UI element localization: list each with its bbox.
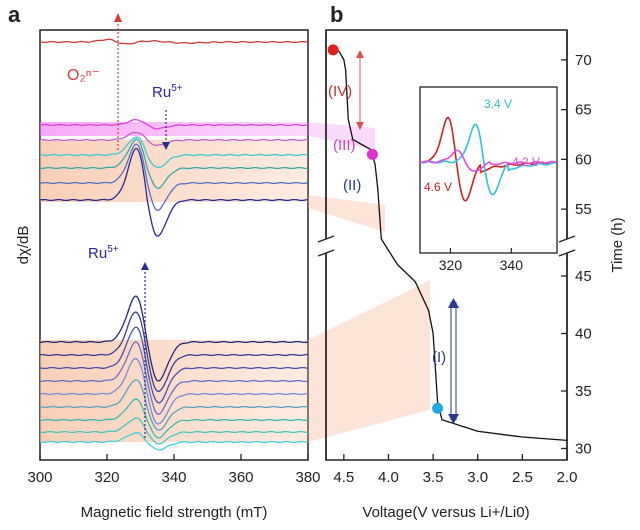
panel-a-traces (39, 38, 309, 451)
panel-b-markers (327, 44, 444, 414)
panel-b-x-tick-label-1: 4.0 (378, 469, 399, 486)
inset-x-tick-label-1: 340 (500, 257, 524, 273)
trace-bottom-4 (39, 358, 308, 425)
inset-legend-4-2v: 4.2 V (512, 155, 540, 169)
trace-bottom-2 (39, 326, 309, 404)
inset-traces (419, 116, 558, 202)
trace-bottom-7 (39, 417, 308, 445)
panel-b-label: b (330, 2, 343, 27)
trace-bottom-3 (40, 341, 309, 415)
panel-b-y-tick-label-2: 65 (575, 102, 592, 119)
inset-frame (419, 86, 558, 254)
panel-b-x-tick-label-4: 2.5 (512, 469, 533, 486)
region-ii-label: (II) (343, 177, 361, 194)
trace-bottom-0 (39, 295, 309, 382)
inset-legend-3-4v: 3.4 V (484, 97, 512, 111)
panel-b-y-tick-label-3: 70 (575, 52, 592, 69)
panel-b-y-tick-label-1: 60 (575, 151, 592, 168)
panel-b-x-tick-label-2: 3.5 (423, 469, 444, 486)
inset-trace-2 (419, 149, 558, 172)
region-i-arrowhead-bottom (448, 414, 459, 424)
region-iv-label: (IV) (328, 83, 352, 100)
panel-b-y-tick-label-7: 45 (575, 268, 592, 285)
region-iv-arrowhead-top (356, 50, 364, 58)
trace-middle-3 (40, 138, 308, 189)
panel-a-x-tick-label-2: 340 (161, 469, 186, 486)
trace-bottom-6 (40, 398, 309, 439)
superoxide-arrowhead (114, 13, 122, 22)
ru-lower-label: Ru5+ (88, 244, 119, 262)
panel-a-label: a (8, 2, 21, 27)
trace-middle-0 (39, 118, 309, 130)
trace-middle-2 (39, 136, 309, 168)
panel-a-x-tick-label-0: 300 (27, 469, 52, 486)
panel-a-y-axis-label: dχ/dB (15, 226, 32, 265)
region-iii-label: (III) (333, 137, 356, 154)
ru-upper-arrowhead (162, 142, 170, 150)
voltage-marker-2 (432, 402, 444, 414)
panel-a-x-axis-label: Magnetic field strength (mT) (81, 504, 268, 521)
panel-b-ticks: 4.5 4.0 3.5 3.0 2.5 2.0 55 60 65 70 30 35 40 45 (333, 52, 591, 486)
panel-b-voltage-curve (334, 49, 568, 442)
region-i-label: (I) (432, 349, 446, 366)
trace-bottom-5 (39, 379, 309, 431)
inset-trace-1 (419, 123, 558, 196)
panel-a-x-tick-label-1: 320 (94, 469, 119, 486)
ru-lower-arrowhead (141, 262, 149, 270)
trace-bottom-1 (39, 311, 308, 392)
band-peach-middle (40, 140, 308, 202)
inset-x-ticks: 320 340 (439, 248, 523, 273)
connector-upper (308, 195, 385, 232)
ru-upper-label: Ru5+ (152, 83, 183, 101)
trace-top-superoxide-0 (39, 38, 309, 45)
panel-b-y-tick-label-0: 55 (575, 201, 592, 218)
superoxide-label: O₂ⁿ⁻ (67, 67, 100, 84)
panel-b-x-tick-label-0: 4.5 (333, 469, 354, 486)
trace-bottom-8 (39, 432, 308, 451)
panel-a-x-tick-label-3: 360 (228, 469, 253, 486)
panel-a-x-tick-label-4: 380 (295, 469, 320, 486)
trace-middle-1 (39, 131, 308, 146)
voltage-marker-1 (366, 148, 378, 160)
region-iv-arrowhead-bottom (356, 122, 364, 130)
region-i-arrowhead-top (448, 298, 459, 308)
panel-b-y-axis-label: Time (h) (609, 217, 626, 272)
trace-middle-5 (39, 147, 309, 237)
inset-legend-4-6v: 4.6 V (424, 180, 452, 194)
panel-b-x-tick-label-3: 3.0 (467, 469, 488, 486)
voltage-marker-0 (327, 44, 339, 56)
panel-b-x-tick-label-5: 2.0 (557, 469, 578, 486)
panel-b-y-tick-label-4: 30 (575, 441, 592, 458)
panel-b-x-axis-label: Voltage(V versus Li+/Li0) (362, 504, 529, 521)
inset-trace-0 (419, 116, 557, 202)
panel-b-y-tick-label-6: 40 (575, 326, 592, 343)
connector-lower (308, 280, 430, 442)
inset-x-tick-label-0: 320 (439, 257, 463, 273)
panel-b-y-tick-label-5: 35 (575, 383, 592, 400)
trace-middle-4 (39, 143, 309, 211)
panel-a-x-ticks: 300 320 340 360 380 (27, 454, 321, 486)
